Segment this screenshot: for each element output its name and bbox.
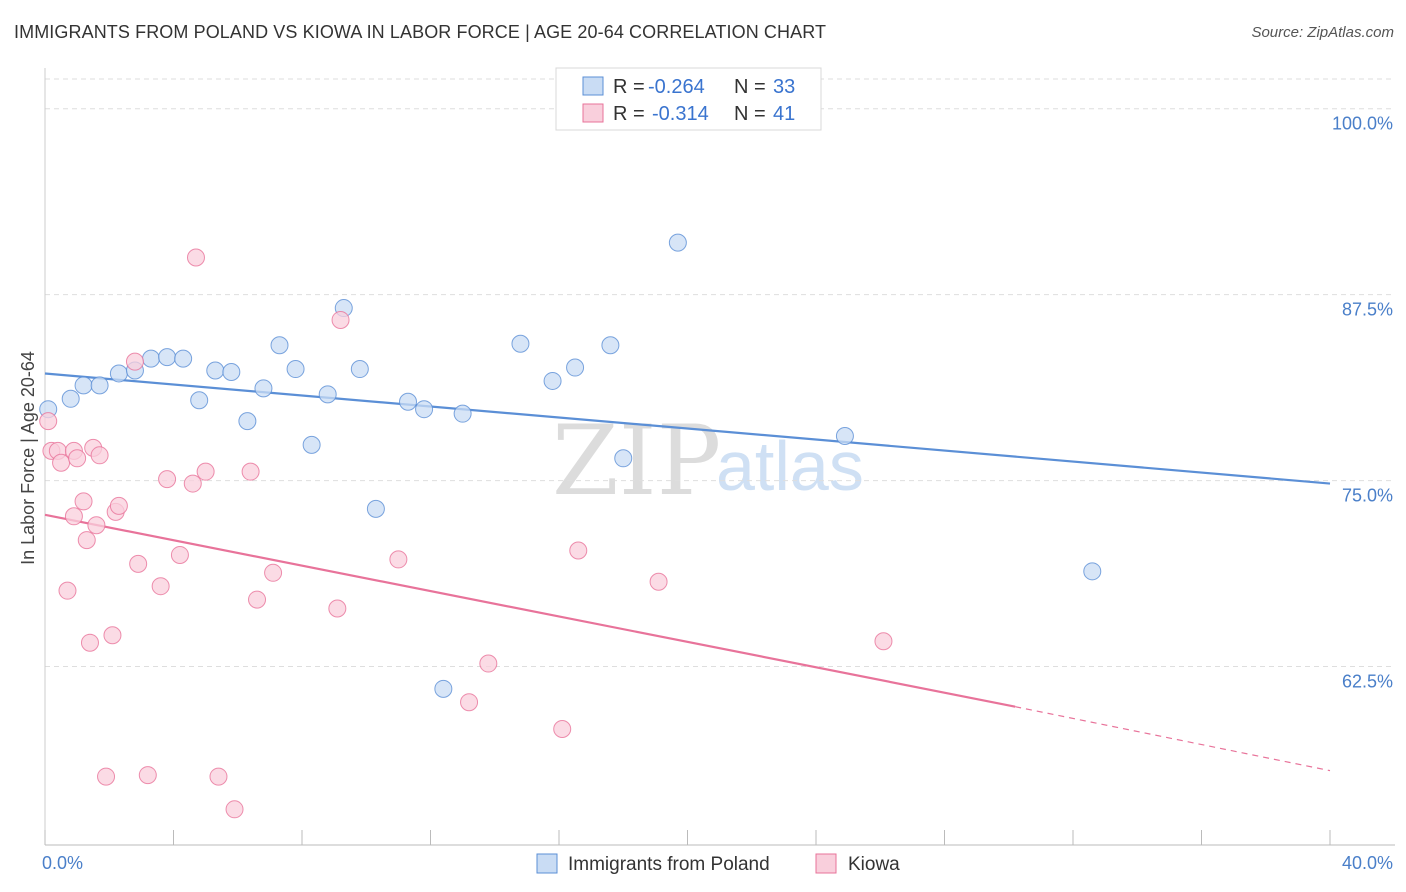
data-points <box>39 233 1102 819</box>
poland-point <box>206 361 225 380</box>
kiowa-point <box>389 550 408 569</box>
kiowa-point <box>183 474 202 493</box>
trend-line-extension-kiowa <box>1015 706 1331 772</box>
kiowa-point <box>196 462 215 481</box>
kiowa-point <box>151 577 170 596</box>
legend-r-label-poland: R = <box>613 76 645 98</box>
trend-line-kiowa <box>44 513 1016 708</box>
legend-r-value-kiowa: -0.314 <box>652 103 709 125</box>
poland-point <box>835 426 854 445</box>
kiowa-point <box>209 767 228 786</box>
poland-point <box>614 449 633 468</box>
kiowa-point <box>553 719 572 738</box>
kiowa-point <box>225 800 244 819</box>
kiowa-point <box>460 693 479 712</box>
legend-top: R = -0.264 N = 33 R = -0.314 N = 41 <box>555 67 822 131</box>
chart-title: IMMIGRANTS FROM POLAND VS KIOWA IN LABOR… <box>14 22 827 42</box>
kiowa-point <box>109 496 128 515</box>
poland-point <box>158 348 177 367</box>
y-tick-label: 62.5% <box>1342 672 1393 692</box>
gridlines <box>45 78 1395 668</box>
kiowa-point <box>87 516 106 535</box>
poland-point <box>109 364 128 383</box>
kiowa-point <box>52 453 71 472</box>
poland-point <box>90 376 109 395</box>
kiowa-point <box>58 581 77 600</box>
kiowa-point <box>74 492 93 511</box>
kiowa-point <box>77 531 96 550</box>
y-tick-label: 100.0% <box>1332 114 1393 134</box>
poland-point <box>601 336 620 355</box>
x-tick-label: 40.0% <box>1342 853 1393 873</box>
kiowa-point <box>479 654 498 673</box>
poland-point <box>61 389 80 408</box>
poland-point <box>1083 562 1102 581</box>
poland-point <box>566 358 585 377</box>
poland-point <box>254 379 273 398</box>
kiowa-point <box>129 554 148 573</box>
legend-n-value-kiowa: 41 <box>773 103 795 125</box>
kiowa-point <box>170 545 189 564</box>
kiowa-point <box>158 470 177 489</box>
kiowa-point <box>125 352 144 371</box>
poland-point <box>222 363 241 382</box>
kiowa-point <box>80 633 99 652</box>
poland-point <box>318 385 337 404</box>
watermark-zip: ZIP <box>552 405 721 517</box>
kiowa-point <box>138 766 157 785</box>
kiowa-point <box>103 626 122 645</box>
kiowa-point <box>68 449 87 468</box>
kiowa-point <box>874 632 893 651</box>
poland-point <box>434 679 453 698</box>
legend-n-label-kiowa: N = <box>734 103 766 125</box>
legend-swatch-kiowa <box>582 103 604 123</box>
poland-point <box>350 360 369 379</box>
poland-point <box>453 404 472 423</box>
legend-n-value-poland: 33 <box>773 76 795 98</box>
poland-point <box>511 334 530 353</box>
poland-point <box>286 360 305 379</box>
kiowa-point <box>64 507 83 526</box>
kiowa-point <box>241 462 260 481</box>
kiowa-point <box>39 412 58 431</box>
legend-bottom: Immigrants from Poland Kiowa <box>536 853 900 875</box>
poland-point <box>270 336 289 355</box>
kiowa-point <box>649 572 668 591</box>
poland-point <box>174 349 193 368</box>
kiowa-point <box>186 248 205 267</box>
legend-bottom-swatch-poland <box>536 853 558 874</box>
poland-point <box>142 349 161 368</box>
kiowa-point <box>569 541 588 560</box>
x-tick-label: 0.0% <box>42 853 83 873</box>
legend-bottom-label-poland: Immigrants from Poland <box>568 854 770 875</box>
chart-source: Source: ZipAtlas.com <box>1251 24 1394 41</box>
legend-bottom-label-kiowa: Kiowa <box>848 854 900 875</box>
poland-point <box>302 435 321 454</box>
axes: 62.5% 75.0% 87.5% 100.0% 0.0% 40.0% <box>42 68 1395 873</box>
legend-r-value-poland: -0.264 <box>648 76 705 98</box>
y-axis-label: In Labor Force | Age 20-64 <box>18 351 38 565</box>
kiowa-point <box>248 590 267 609</box>
poland-point <box>238 412 257 431</box>
poland-point <box>190 391 209 410</box>
poland-point <box>74 376 93 395</box>
y-tick-label: 75.0% <box>1342 486 1393 506</box>
legend-swatch-poland <box>582 76 604 96</box>
legend-bottom-swatch-kiowa <box>815 853 837 874</box>
kiowa-point <box>90 446 109 465</box>
kiowa-point <box>264 563 283 582</box>
kiowa-point <box>331 310 350 329</box>
poland-point <box>668 233 687 252</box>
legend-n-label-poland: N = <box>734 76 766 98</box>
y-tick-label: 87.5% <box>1342 300 1393 320</box>
kiowa-point <box>328 599 347 618</box>
poland-point <box>543 371 562 390</box>
poland-point <box>415 400 434 419</box>
kiowa-point <box>97 767 116 786</box>
poland-point <box>399 392 418 411</box>
poland-point <box>366 499 385 518</box>
legend-r-label-kiowa: R = <box>613 103 645 125</box>
